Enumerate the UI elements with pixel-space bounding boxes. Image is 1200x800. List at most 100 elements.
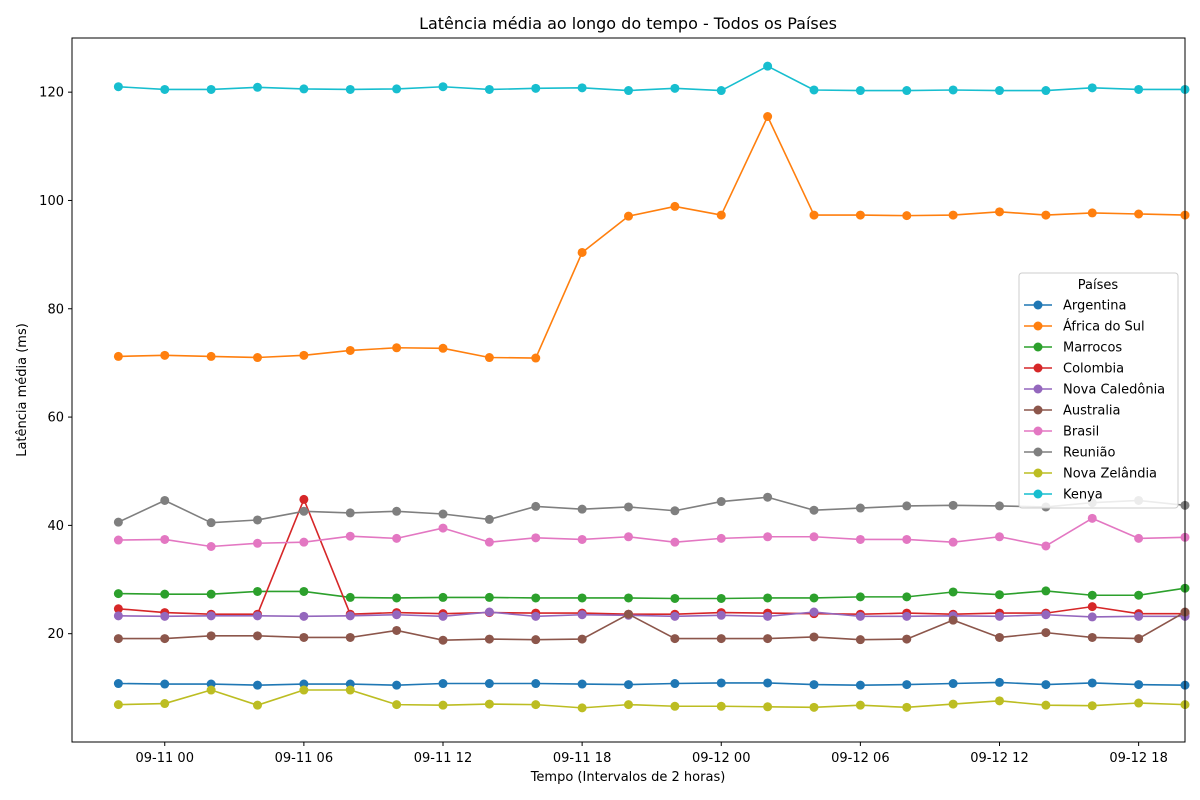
data-point-nova-zelandia xyxy=(577,703,587,713)
data-point-kenya xyxy=(670,83,680,93)
data-point-nova-zelandia xyxy=(113,700,123,710)
data-point-nova-zelandia xyxy=(763,702,773,712)
data-point-argentina xyxy=(484,679,494,689)
data-point-australia xyxy=(253,631,262,641)
data-point-argentina xyxy=(160,679,170,689)
series-line-nova-zelandia xyxy=(118,689,1186,709)
data-point-brasil xyxy=(1041,541,1051,551)
x-tick-label: 09-12 18 xyxy=(1109,751,1167,766)
data-point-australia xyxy=(438,635,448,645)
data-point-kenya xyxy=(484,84,494,94)
legend-label: Australia xyxy=(1063,404,1121,419)
legend-label: Reunião xyxy=(1063,446,1116,461)
data-point-australia xyxy=(577,634,587,644)
data-point-nova-caledonia xyxy=(299,611,309,621)
data-point-marrocos xyxy=(206,589,216,599)
data-point-marrocos xyxy=(392,593,402,603)
data-point-australia xyxy=(763,634,773,644)
data-point-kenya xyxy=(1134,84,1144,94)
data-point-reuniao xyxy=(763,492,773,502)
legend-label: Brasil xyxy=(1063,425,1099,440)
data-point-kenya xyxy=(1041,86,1051,96)
data-point-marrocos xyxy=(948,587,958,597)
series-colombia xyxy=(113,494,1190,619)
data-point-africa-do-sul xyxy=(948,210,958,220)
data-point-africa-do-sul xyxy=(345,345,355,355)
series-australia xyxy=(113,607,1190,645)
legend-item-brasil: Brasil xyxy=(1024,425,1099,440)
data-point-africa-do-sul xyxy=(995,207,1004,217)
data-point-argentina xyxy=(1134,680,1144,690)
y-tick-label: 120 xyxy=(39,86,64,101)
series-line-marrocos xyxy=(118,587,1186,600)
data-point-nova-caledonia xyxy=(716,610,726,620)
data-point-argentina xyxy=(624,680,633,690)
x-tick-label: 09-11 12 xyxy=(414,751,472,766)
data-point-australia xyxy=(1041,628,1051,638)
data-point-reuniao xyxy=(299,506,309,516)
data-point-reuniao xyxy=(160,495,170,505)
x-tick-label: 09-11 00 xyxy=(136,751,194,766)
legend-marker xyxy=(1033,384,1043,394)
series-nova-zelandia xyxy=(113,685,1190,713)
legend-item-australia: Australia xyxy=(1024,404,1121,419)
series-line-brasil xyxy=(118,517,1186,548)
data-point-reuniao xyxy=(206,518,216,528)
data-point-reuniao xyxy=(531,501,541,511)
data-point-nova-caledonia xyxy=(345,611,355,621)
data-point-argentina xyxy=(1087,678,1097,688)
data-point-argentina xyxy=(855,680,865,690)
data-point-colombia xyxy=(113,604,123,614)
data-point-marrocos xyxy=(299,586,309,596)
x-tick-label: 09-11 18 xyxy=(553,751,611,766)
y-tick-label: 20 xyxy=(47,627,64,642)
data-point-brasil xyxy=(531,533,541,543)
data-point-argentina xyxy=(763,678,773,688)
data-point-argentina xyxy=(113,679,123,689)
data-point-marrocos xyxy=(160,589,170,599)
data-point-marrocos xyxy=(438,592,448,602)
data-point-reuniao xyxy=(253,515,262,525)
data-point-africa-do-sul xyxy=(809,210,819,220)
legend-marker xyxy=(1033,405,1043,415)
legend-marker xyxy=(1033,363,1043,373)
data-point-brasil xyxy=(902,534,912,544)
data-point-australia xyxy=(716,634,726,644)
data-point-australia xyxy=(484,634,494,644)
x-tick-label: 09-12 12 xyxy=(970,751,1028,766)
series-line-argentina xyxy=(118,681,1186,686)
data-point-australia xyxy=(809,632,819,642)
data-point-africa-do-sul xyxy=(1041,210,1051,220)
data-point-nova-caledonia xyxy=(392,610,402,620)
data-point-africa-do-sul xyxy=(670,201,680,211)
data-point-nova-caledonia xyxy=(577,610,587,620)
data-point-argentina xyxy=(392,680,402,690)
data-point-australia xyxy=(1087,632,1097,642)
data-point-marrocos xyxy=(716,593,726,603)
data-point-nova-zelandia xyxy=(1041,700,1051,710)
data-point-australia xyxy=(1134,634,1144,644)
series-line-africa-do-sul xyxy=(118,115,1186,359)
data-point-nova-zelandia xyxy=(1087,701,1097,711)
data-point-brasil xyxy=(1134,533,1144,543)
chart-title: Latência média ao longo do tempo - Todos… xyxy=(419,14,837,33)
data-point-argentina xyxy=(809,680,819,690)
data-point-nova-caledonia xyxy=(206,611,216,621)
data-point-kenya xyxy=(392,84,402,94)
series-line-colombia xyxy=(118,498,1185,616)
data-point-marrocos xyxy=(1087,590,1097,600)
data-point-nova-zelandia xyxy=(531,700,541,710)
data-point-marrocos xyxy=(670,593,680,603)
data-point-africa-do-sul xyxy=(113,351,123,361)
data-point-reuniao xyxy=(577,504,587,514)
data-point-brasil xyxy=(345,531,355,541)
data-point-australia xyxy=(113,634,123,644)
y-tick-label: 60 xyxy=(47,411,64,426)
data-point-kenya xyxy=(809,85,819,95)
data-point-australia xyxy=(299,632,309,642)
data-point-australia xyxy=(670,634,680,644)
data-point-nova-caledonia xyxy=(113,611,123,621)
data-point-argentina xyxy=(253,680,262,690)
series-line-kenya xyxy=(118,65,1185,92)
